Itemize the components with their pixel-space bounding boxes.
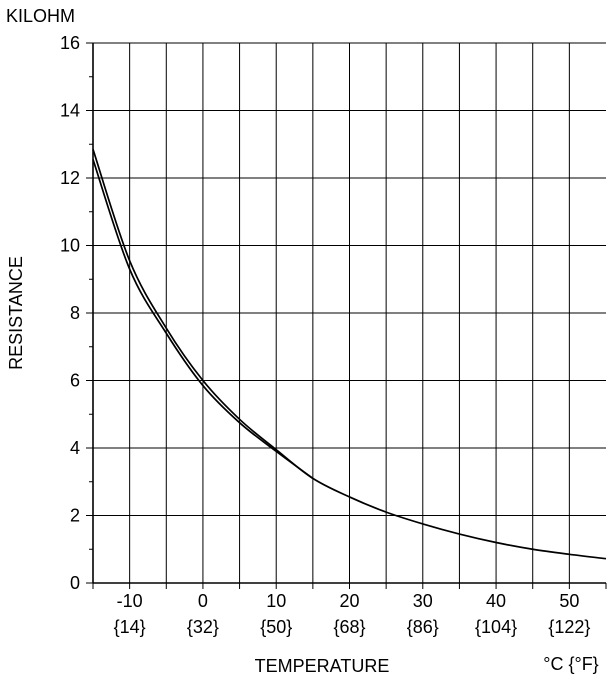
y-tick-label: 4 xyxy=(70,438,80,458)
x-tick-label-fahrenheit: {122} xyxy=(548,617,590,637)
y-tick-label: 16 xyxy=(60,33,80,53)
x-tick-label-fahrenheit: {50} xyxy=(260,617,292,637)
y-tick-label: 14 xyxy=(60,101,80,121)
y-tick-label: 12 xyxy=(60,168,80,188)
x-tick-label-celsius: 50 xyxy=(559,591,579,611)
y-unit-label: KILOHM xyxy=(6,6,75,26)
x-tick-label-celsius: 10 xyxy=(266,591,286,611)
x-tick-label-celsius: 0 xyxy=(198,591,208,611)
y-axis-label: RESISTANCE xyxy=(6,256,26,370)
x-tick-label-fahrenheit: {104} xyxy=(475,617,517,637)
x-tick-label-fahrenheit: {14} xyxy=(114,617,146,637)
series-group xyxy=(92,149,607,560)
x-tick-label-celsius: -10 xyxy=(117,591,143,611)
y-tick-label: 10 xyxy=(60,236,80,256)
x-tick-label-celsius: 30 xyxy=(413,591,433,611)
x-tick-label-celsius: 20 xyxy=(339,591,359,611)
y-tick-label: 0 xyxy=(70,573,80,593)
x-tick-label-celsius: 40 xyxy=(486,591,506,611)
x-tick-label-fahrenheit: {32} xyxy=(187,617,219,637)
x-axis-label: TEMPERATURE xyxy=(255,656,390,676)
x-tick-label-fahrenheit: {86} xyxy=(407,617,439,637)
x-unit-label: °C {°F} xyxy=(543,654,598,674)
series-line-1 xyxy=(92,149,607,560)
y-tick-label: 2 xyxy=(70,506,80,526)
x-tick-label-fahrenheit: {68} xyxy=(333,617,365,637)
y-tick-label: 8 xyxy=(70,303,80,323)
labels-group: KILOHM RESISTANCE TEMPERATURE °C {°F} 0 2… xyxy=(6,6,599,676)
grid xyxy=(93,42,606,583)
axes xyxy=(86,42,607,589)
y-tick-label: 6 xyxy=(70,371,80,391)
series-line-2 xyxy=(92,159,314,480)
